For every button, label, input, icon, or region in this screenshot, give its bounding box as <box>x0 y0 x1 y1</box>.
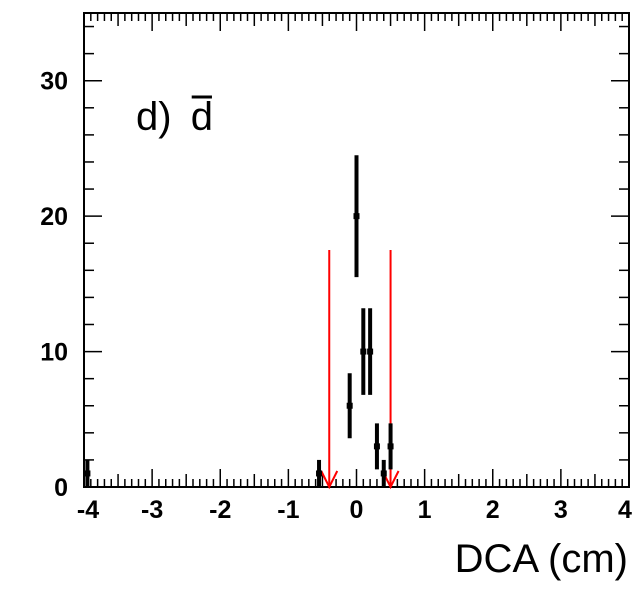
x-tick-label: -3 <box>141 496 163 524</box>
data-point-marker <box>367 349 373 355</box>
y-tick-label: 20 <box>40 203 68 231</box>
data-point-marker <box>354 213 360 219</box>
panel-particle-symbol: d <box>191 95 213 139</box>
tick-labels: -4 -3 -2 -1 0 1 2 3 4 0 10 20 30 <box>40 68 632 524</box>
data-point-marker <box>360 349 366 355</box>
data-points <box>84 155 393 487</box>
x-tick-label: -1 <box>277 496 299 524</box>
cut-lines <box>321 250 398 487</box>
data-point-marker <box>84 470 90 476</box>
data-point-marker <box>316 470 322 476</box>
y-tick-label: 0 <box>54 474 68 502</box>
panel-annotation: d) d <box>136 95 213 139</box>
panel-letter: d) <box>136 95 172 139</box>
x-tick-label: 2 <box>486 496 500 524</box>
x-tick-label: 4 <box>618 496 632 524</box>
y-tick-label: 30 <box>40 68 68 96</box>
y-tick-label: 10 <box>40 339 68 367</box>
x-tick-label: 1 <box>418 496 432 524</box>
x-tick-label: -4 <box>77 496 99 524</box>
x-axis-title: DCA (cm) <box>455 537 628 581</box>
data-point-marker <box>347 403 353 409</box>
x-tick-label: -2 <box>209 496 231 524</box>
data-point-marker <box>374 443 380 449</box>
data-point-marker <box>388 443 394 449</box>
x-tick-label: 3 <box>554 496 568 524</box>
data-point-marker <box>381 470 387 476</box>
x-tick-label: 0 <box>350 496 364 524</box>
